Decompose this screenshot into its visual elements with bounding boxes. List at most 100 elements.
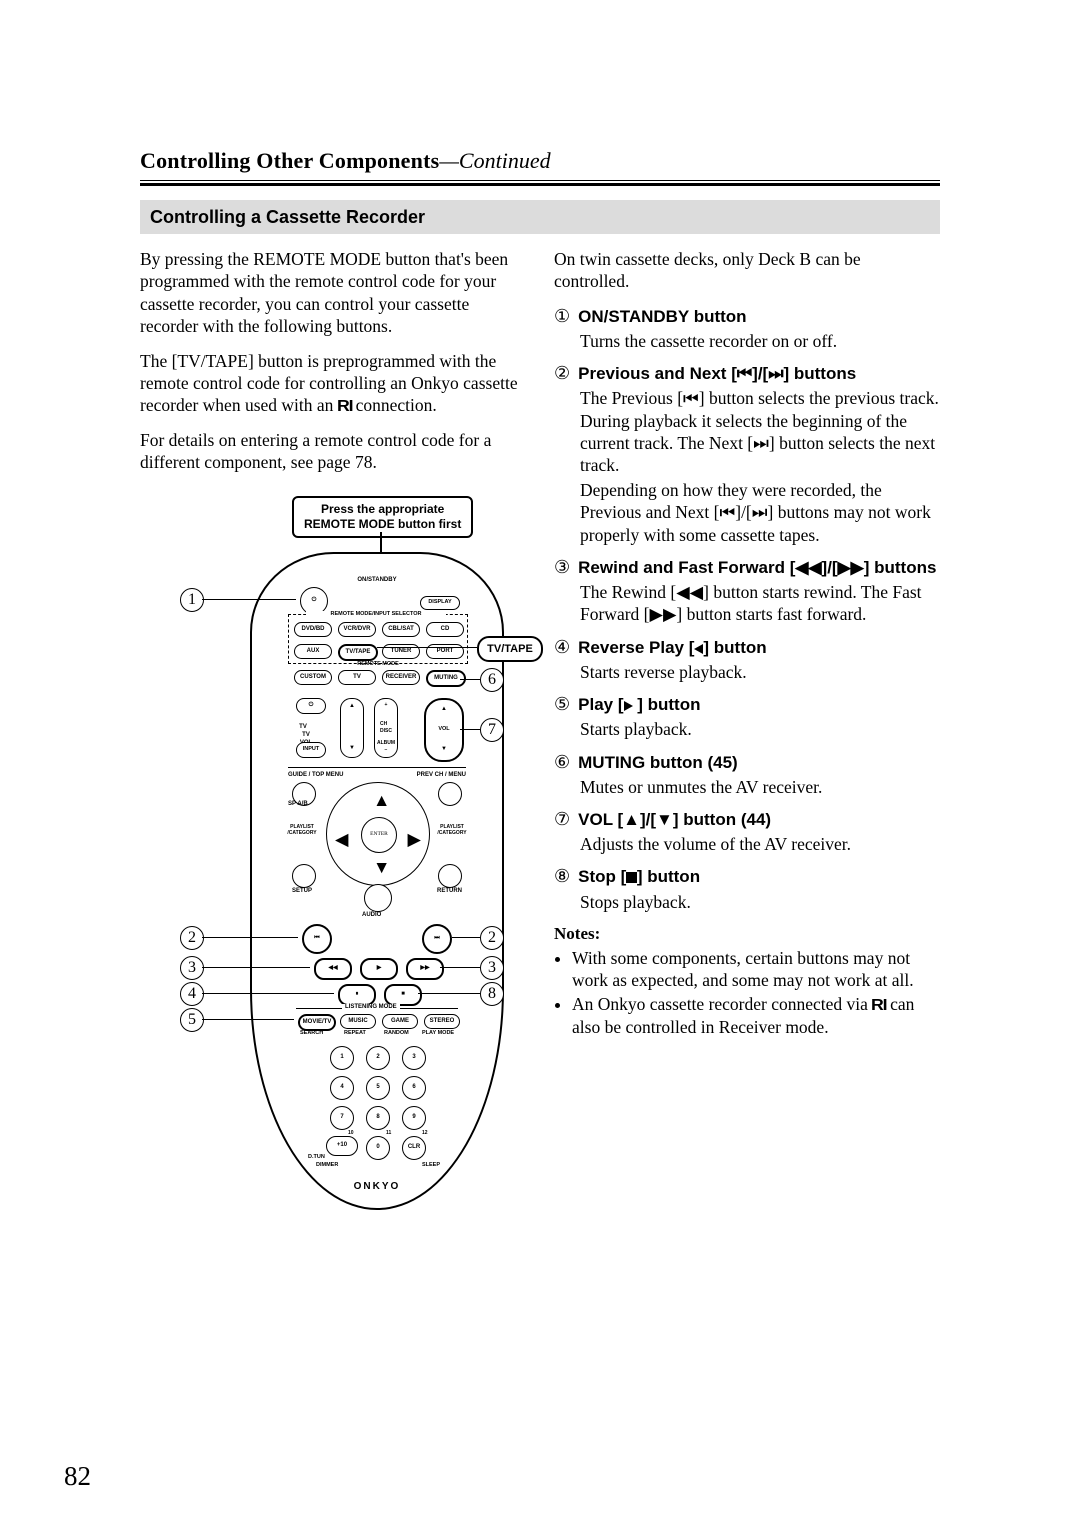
num-plus10-button[interactable]: +10 <box>326 1136 358 1156</box>
return-button[interactable] <box>438 864 462 888</box>
setup-label: SETUP <box>292 888 312 896</box>
return-label: RETURN <box>437 888 462 896</box>
dvd-bd-button[interactable]: DVD/BD <box>294 622 332 637</box>
tv-power-button[interactable]: ⏻ <box>296 698 326 714</box>
ri-icon: RI <box>337 397 352 417</box>
num-0-button[interactable]: 0 <box>366 1136 390 1160</box>
game-button[interactable]: GAME <box>382 1014 418 1029</box>
item-1: ①ON/STANDBY button Turns the cassette re… <box>554 305 940 352</box>
tvtape-button[interactable]: TV/TAPE <box>338 644 378 661</box>
prevch-button[interactable] <box>438 782 462 806</box>
notes-list: With some components, certain buttons ma… <box>558 947 940 1039</box>
custom-button[interactable]: CUSTOM <box>294 670 332 685</box>
remote-body: ON/STANDBY ⏻ DISPLAY REMOTE MODE/INPUT S… <box>250 552 504 1210</box>
num-2-button[interactable]: 2 <box>366 1046 390 1070</box>
rule-thick <box>140 183 940 186</box>
definition-list: ①ON/STANDBY button Turns the cassette re… <box>554 305 940 913</box>
header-suffix: —Continued <box>439 148 550 173</box>
audio-label: AUDIO <box>362 912 381 920</box>
stop-button[interactable]: ■ <box>384 984 422 1006</box>
num-8-button[interactable]: 8 <box>366 1106 390 1130</box>
callout-5: 5 <box>180 1008 204 1032</box>
num-3-button[interactable]: 3 <box>402 1046 426 1070</box>
press-first-box: Press the appropriate REMOTE MODE button… <box>292 496 473 538</box>
rewind-button[interactable]: ◀◀ <box>314 958 352 980</box>
movietv-button[interactable]: MOVIE/TV <box>298 1014 336 1031</box>
rule-thin <box>140 180 940 181</box>
num-5-button[interactable]: 5 <box>366 1076 390 1100</box>
brand-label: ONKYO <box>252 1181 502 1194</box>
section-title: Controlling a Cassette Recorder <box>140 200 940 234</box>
callout-8: 8 <box>480 982 504 1006</box>
right-column: On twin cassette decks, only Deck B can … <box>554 248 940 1216</box>
pause-button[interactable]: ⏸ <box>338 984 376 1006</box>
note-1: With some components, certain buttons ma… <box>572 947 940 992</box>
display-button[interactable]: DISPLAY <box>420 596 460 610</box>
num-1-button[interactable]: 1 <box>330 1046 354 1070</box>
stereo-button[interactable]: STEREO <box>424 1014 460 1029</box>
num-4-button[interactable]: 4 <box>330 1076 354 1100</box>
left-p2: The [TV/TAPE] button is preprogrammed wi… <box>140 350 526 418</box>
callout-2R: 2 <box>480 926 504 950</box>
next-track-button[interactable]: ⏭ <box>422 924 452 954</box>
item-6: ⑥MUTING button (45) Mutes or unmutes the… <box>554 751 940 798</box>
listening-mode-label: LISTENING MODE <box>342 1004 400 1012</box>
left-p1: By pressing the REMOTE MODE button that'… <box>140 248 526 338</box>
ch-disc-rocker[interactable]: + CHDISC − <box>374 698 398 758</box>
guide-label: GUIDE / TOP MENU <box>288 772 343 780</box>
num-6-button[interactable]: 6 <box>402 1076 426 1100</box>
tvtape-callout: TV/TAPE <box>477 636 543 662</box>
left-p3: For details on entering a remote control… <box>140 429 526 474</box>
stop-icon <box>626 872 637 883</box>
audio-button[interactable] <box>364 884 392 912</box>
tv-label: TV <box>296 724 310 732</box>
play-button[interactable]: ▶ <box>360 958 398 980</box>
header-title: Controlling Other Components <box>140 148 439 173</box>
aux-button[interactable]: AUX <box>294 644 332 659</box>
sleep-label: SLEEP <box>422 1162 440 1169</box>
ffwd-button[interactable]: ▶▶ <box>406 958 444 980</box>
cbl-sat-button[interactable]: CBL/SAT <box>382 622 420 637</box>
content-area: Controlling Other Components—Continued C… <box>140 148 940 1216</box>
tvvol-rocker[interactable]: ▲▼ <box>340 698 364 758</box>
prevch-label: PREV CH / MENU <box>417 772 466 780</box>
selector-label: REMOTE MODE/INPUT SELECTOR <box>306 611 446 618</box>
num-7-button[interactable]: 7 <box>330 1106 354 1130</box>
left-column: By pressing the REMOTE MODE button that'… <box>140 248 526 1216</box>
album-label: ALBUM <box>372 740 400 746</box>
callout-6: 6 <box>480 668 504 692</box>
running-header: Controlling Other Components—Continued <box>140 148 940 174</box>
item-3: ③Rewind and Fast Forward [◀◀]/[▶▶] butto… <box>554 556 940 626</box>
search-label: SEARCH <box>300 1030 323 1037</box>
ri-icon: RI <box>871 996 886 1016</box>
num-9-button[interactable]: 9 <box>402 1106 426 1130</box>
d-pad[interactable]: ENTER ▲ ▼ ◀ ▶ <box>326 782 430 886</box>
playlistL-label: PLAYLIST/CATEGORY <box>282 824 322 837</box>
spab-label: SP A/B <box>288 801 308 809</box>
vol-rocker[interactable]: ▲ VOL ▼ <box>424 698 464 762</box>
remote-mode-label: REMOTE MODE <box>338 661 418 668</box>
onstandby-label: ON/STANDBY <box>252 577 502 585</box>
callout-7: 7 <box>480 718 504 742</box>
arrow-down-icon <box>380 532 382 554</box>
setup-button[interactable] <box>292 864 316 888</box>
callout-4: 4 <box>180 982 204 1006</box>
clr-button[interactable]: CLR <box>402 1136 426 1160</box>
callout-3R: 3 <box>480 956 504 980</box>
receiver-button[interactable]: RECEIVER <box>382 670 420 685</box>
notes-heading: Notes: <box>554 923 940 945</box>
tv-input-button[interactable]: INPUT <box>296 742 326 758</box>
music-button[interactable]: MUSIC <box>340 1014 376 1029</box>
playmode-label: PLAY MODE <box>422 1030 454 1037</box>
prev-track-button[interactable]: ⏮ <box>302 924 332 954</box>
playlistR-label: PLAYLIST/CATEGORY <box>432 824 472 837</box>
item-5: ⑤Play [ ] button Starts playback. <box>554 693 940 740</box>
cd-button[interactable]: CD <box>426 622 464 637</box>
dtun-label: D.TUN <box>308 1154 325 1161</box>
note-2: An Onkyo cassette recorder connected via… <box>572 993 940 1038</box>
callout-3L: 3 <box>180 956 204 980</box>
vcr-dvr-button[interactable]: VCR/DVR <box>338 622 376 637</box>
item-2: ②Previous and Next [⏮]/[⏭] buttons The P… <box>554 362 940 546</box>
tv-mode-button[interactable]: TV <box>338 670 376 685</box>
repeat-label: REPEAT <box>344 1030 366 1037</box>
